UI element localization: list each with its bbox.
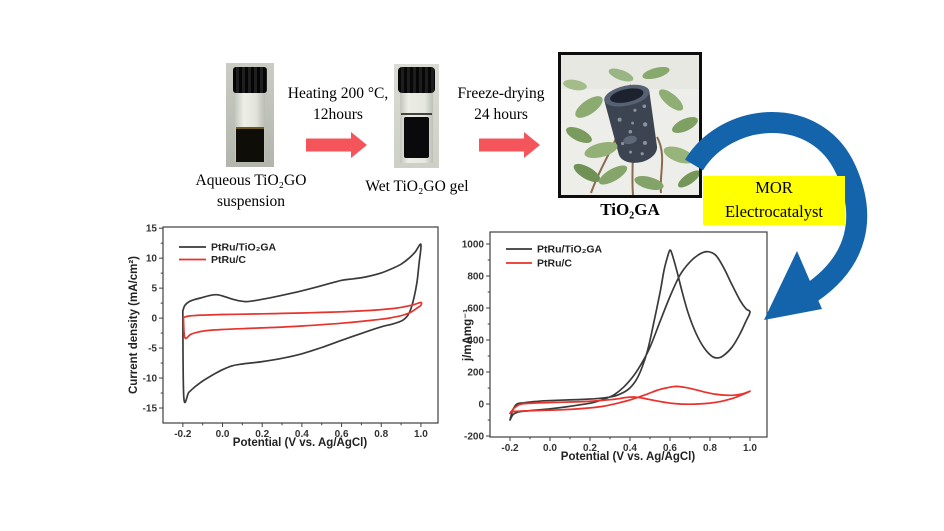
legend-label: PtRu/TiO₂GA (537, 244, 603, 256)
y-tick-label: 1000 (462, 240, 485, 251)
heating-caption-line2: 12hours (313, 106, 363, 123)
vial-liquid (236, 127, 264, 162)
x-axis-label: Potential (V vs. Ag/AgCl) (233, 437, 368, 449)
y-tick-label: 10 (146, 254, 158, 265)
axis-ticks (486, 243, 751, 441)
step1-label-line2: suspension (216, 193, 286, 210)
y-axis-label: Current density (mA/cm²) (128, 256, 140, 394)
x-tick-label: -0.2 (174, 429, 192, 440)
heating-caption: Heating 200 °C, 12hours (280, 83, 396, 125)
mor-electrocatalyst-callout: MOR Electrocatalyst (703, 176, 845, 225)
y-tick-label: -5 (148, 344, 157, 355)
x-tick-label: 1.0 (414, 429, 428, 440)
x-tick-label: 0.6 (335, 429, 349, 440)
x-tick-label: 0.8 (374, 429, 388, 440)
product-label-text: TiO₂GA (600, 200, 660, 219)
product-label: TiO₂GA (565, 199, 695, 220)
freeze-drying-caption-line1: Freeze-drying (457, 85, 545, 102)
x-tick-label: 0.6 (663, 443, 677, 454)
legend-label: PtRu/C (211, 254, 246, 266)
vial-gel (404, 117, 429, 158)
y-tick-label: 15 (146, 224, 158, 235)
y-tick-label: -200 (464, 432, 484, 443)
plant-leaves (563, 66, 698, 144)
y-tick-label: -15 (143, 404, 158, 415)
series-curve (509, 385, 751, 415)
freeze-drying-caption: Freeze-drying 24 hours (451, 83, 551, 125)
gel-surface-line (401, 113, 432, 115)
step1-label: Aqueous TiO₂GO suspension (186, 170, 316, 212)
x-tick-label: 0.2 (255, 429, 269, 440)
y-tick-label: 800 (467, 272, 484, 283)
x-tick-label: 1.0 (743, 443, 757, 454)
x-tick-label: 0.4 (295, 429, 309, 440)
x-tick-label: 0.0 (543, 443, 557, 454)
tio2ga-photo (558, 52, 702, 198)
aqueous-suspension-photo (226, 63, 274, 167)
y-tick-label: 200 (467, 368, 484, 379)
aerogel-cylinder (604, 84, 657, 163)
step2-label: Wet TiO₂GO gel (352, 176, 482, 197)
y-tick-label: 0 (151, 314, 157, 325)
axis-ticks (159, 227, 422, 427)
y-tick-label: -10 (143, 374, 158, 385)
y-tick-label: 5 (151, 284, 157, 295)
plot-frame (162, 226, 439, 424)
mor-chart: -0.2 0.0 0.2 0.4 0.6 0.8 1.0 -200 0 200 400 600 800 1… (462, 231, 768, 463)
y-axis-label: j/mAmg⁻¹ (462, 309, 474, 362)
flow-arrow-icon (685, 112, 868, 320)
vial-cap (233, 67, 267, 93)
y-tick-label: 400 (467, 336, 484, 347)
x-axis-label: Potential (V vs. Ag/AgCl) (561, 451, 696, 463)
callout-line2: Electrocatalyst (724, 202, 824, 221)
wet-gel-photo (394, 64, 439, 168)
freeze-drying-caption-line2: 24 hours (474, 106, 528, 123)
plot-frame (489, 231, 768, 438)
x-tick-label: 0.4 (623, 443, 637, 454)
series-curve (509, 249, 751, 421)
x-tick-label: 0.8 (703, 443, 717, 454)
series-curve (182, 301, 423, 340)
y-tick-label: 0 (478, 400, 484, 411)
x-tick-label: -0.2 (501, 443, 519, 454)
legend-label: PtRu/TiO₂GA (211, 242, 277, 254)
cv-chart: -0.2 0.0 0.2 0.4 0.6 0.8 1.0 -15 -10 -5 0 5 10 15 PtRu… (128, 224, 439, 449)
heating-arrow-icon (306, 132, 367, 158)
plant-leaves-front (573, 141, 699, 190)
y-tick-label: 600 (467, 304, 484, 315)
legend-label: PtRu/C (537, 258, 572, 270)
heating-caption-line1: Heating 200 °C, (287, 85, 389, 102)
callout-line1: MOR (755, 178, 793, 197)
vial-cap (398, 67, 435, 93)
step1-label-line1: Aqueous TiO₂GO (195, 172, 307, 189)
x-tick-label: 0.2 (583, 443, 597, 454)
x-tick-label: 0.0 (216, 429, 230, 440)
series-curve (181, 243, 422, 404)
freeze-drying-arrow-icon (479, 132, 540, 158)
step2-label-text: Wet TiO₂GO gel (365, 178, 469, 195)
